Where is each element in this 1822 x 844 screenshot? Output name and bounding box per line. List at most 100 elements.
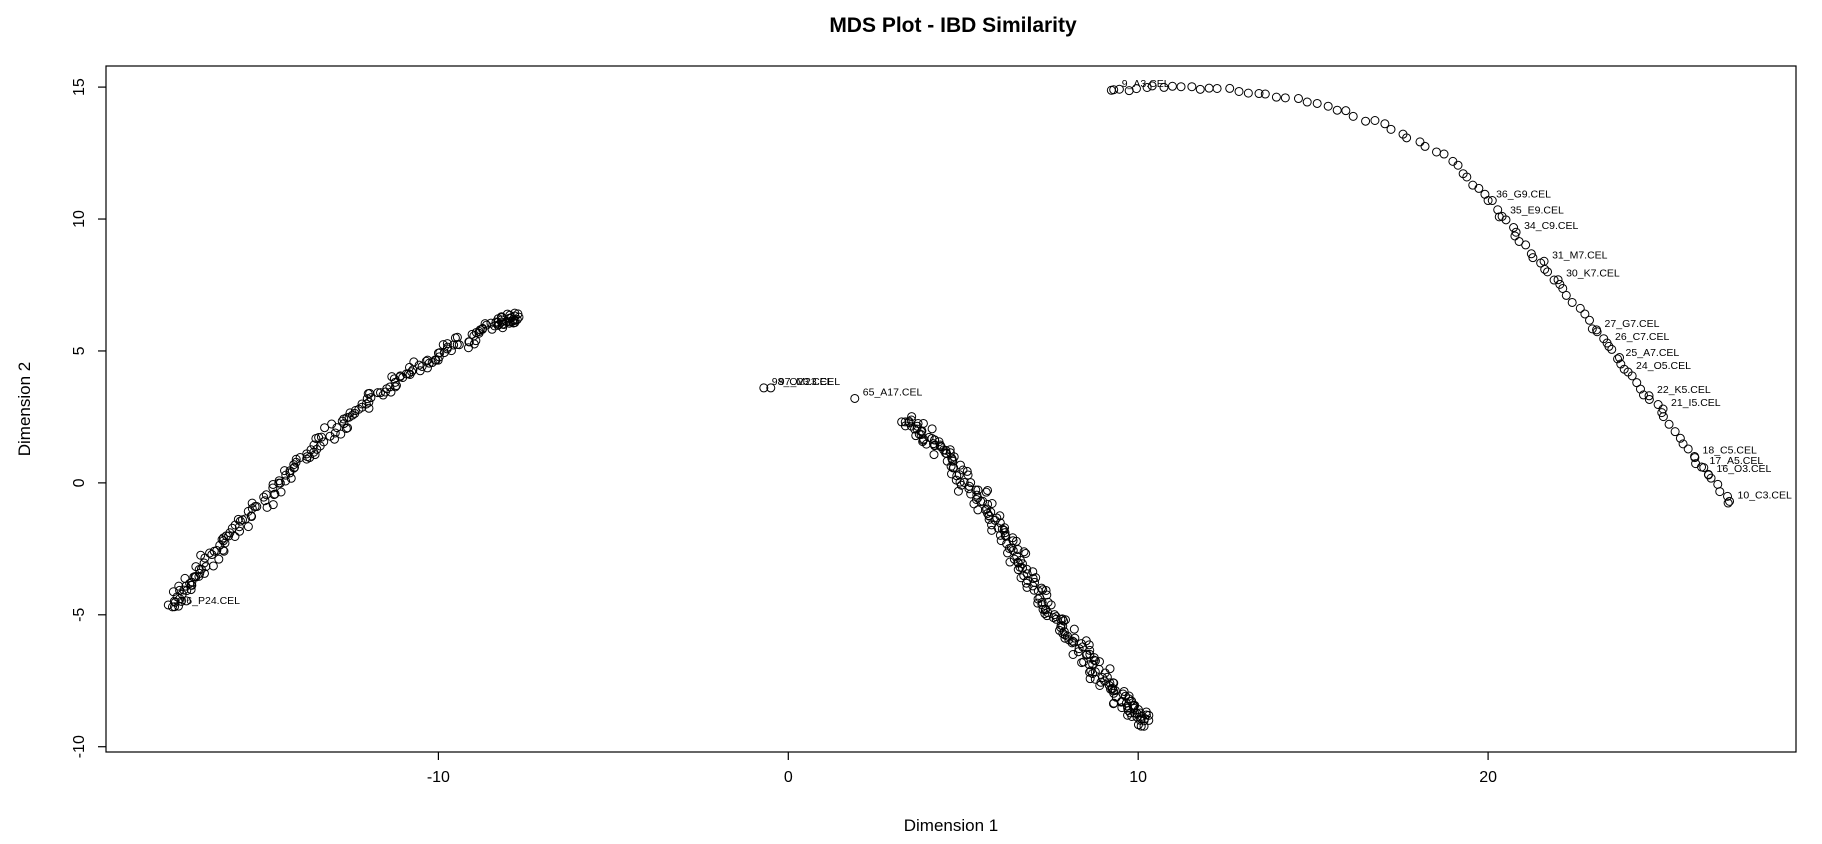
data-point: [987, 499, 997, 508]
data-point: [218, 536, 228, 546]
data-point: [981, 487, 991, 497]
data-point: [1509, 223, 1519, 233]
data-point: [405, 369, 415, 379]
data-point: [1028, 581, 1038, 591]
data-point: [1212, 83, 1222, 93]
data-point: [936, 442, 946, 452]
data-point: [1085, 674, 1095, 684]
data-point: [168, 587, 178, 597]
data-point: [1402, 133, 1412, 143]
data-point: [1142, 82, 1152, 92]
data-point: [1549, 275, 1559, 285]
data-point: [362, 394, 372, 404]
data-point: [1060, 615, 1070, 625]
y-tick-label: -10: [71, 735, 88, 758]
data-point: [1013, 545, 1023, 554]
data-point: [1041, 585, 1051, 595]
data-point: [1653, 400, 1663, 410]
data-point: [1670, 427, 1680, 437]
data-point: [175, 585, 185, 595]
labeled-point: [1623, 367, 1633, 377]
point-label: 16_O3.CEL: [1717, 463, 1772, 475]
data-point: [235, 526, 245, 536]
data-point: [1341, 106, 1351, 116]
data-point: [1105, 664, 1115, 674]
data-point: [208, 561, 218, 571]
labeled-point: [167, 602, 177, 612]
point-label: 65_A17.CEL: [863, 386, 923, 398]
data-point: [1167, 81, 1177, 91]
data-point: [1176, 82, 1186, 92]
data-point: [1000, 528, 1010, 538]
data-point: [1332, 105, 1342, 115]
labeled-point: [1539, 256, 1549, 266]
data-point: [364, 403, 374, 413]
data-point: [1124, 694, 1134, 704]
x-tick-label: 20: [1479, 769, 1497, 786]
data-point: [314, 433, 324, 443]
data-point: [337, 416, 347, 426]
data-point: [987, 525, 997, 535]
data-point: [1144, 715, 1154, 725]
labeled-point: [1644, 391, 1654, 401]
point-label: 9_A3.CEL: [1122, 78, 1170, 90]
labeled-point: [1497, 211, 1507, 221]
data-point: [1493, 205, 1503, 215]
data-point: [276, 487, 286, 497]
chart-title: MDS Plot - IBD Similarity: [829, 14, 1077, 37]
data-point: [289, 460, 299, 470]
data-point: [1069, 624, 1079, 634]
data-point: [1055, 625, 1064, 635]
data-point: [389, 374, 399, 384]
data-point: [225, 528, 235, 538]
labeled-point: [759, 383, 769, 393]
data-point: [289, 463, 299, 473]
data-point: [1159, 82, 1169, 92]
data-point: [964, 484, 974, 494]
data-point: [995, 511, 1005, 521]
data-point: [341, 423, 351, 433]
y-axis: -10 -5 0 5 10 15: [71, 78, 106, 758]
data-point: [1526, 249, 1536, 259]
data-point: [187, 580, 197, 590]
data-point: [1420, 141, 1430, 151]
data-point: [1036, 583, 1046, 593]
point-label: 10_C3.CEL: [1738, 489, 1792, 501]
data-point: [235, 516, 245, 526]
data-point: [435, 348, 445, 358]
data-point: [212, 546, 222, 556]
data-point: [962, 466, 972, 476]
data-point: [233, 514, 243, 524]
data-point: [1678, 439, 1688, 449]
data-point: [1070, 633, 1080, 643]
data-point: [247, 503, 257, 513]
labeled-point: [1483, 196, 1493, 206]
data-point: [191, 562, 201, 572]
data-point: [407, 367, 417, 377]
x-axis: -10 0 10 20: [427, 752, 1497, 786]
data-point: [1723, 491, 1733, 501]
data-point: [1638, 390, 1648, 400]
data-point: [1042, 611, 1052, 621]
data-point: [1323, 101, 1333, 111]
data-point: [391, 381, 401, 391]
data-point: [1386, 124, 1396, 134]
data-point: [1090, 674, 1100, 684]
data-point: [306, 445, 316, 455]
data-point: [978, 496, 988, 506]
data-point: [1575, 303, 1585, 313]
data-point: [973, 505, 983, 515]
data-point: [376, 388, 386, 398]
data-point: [1348, 111, 1358, 121]
point-label: 34_C9.CEL: [1524, 220, 1578, 232]
data-point: [199, 558, 209, 568]
x-axis-label: Dimension 1: [904, 816, 999, 835]
data-point: [1487, 196, 1497, 206]
data-point: [1521, 240, 1531, 250]
data-point: [935, 440, 945, 450]
data-point: [916, 430, 926, 440]
point-label: 35_E9.CEL: [1510, 204, 1564, 216]
data-point: [343, 423, 353, 433]
data-point: [1084, 640, 1094, 650]
data-point: [1644, 394, 1654, 404]
